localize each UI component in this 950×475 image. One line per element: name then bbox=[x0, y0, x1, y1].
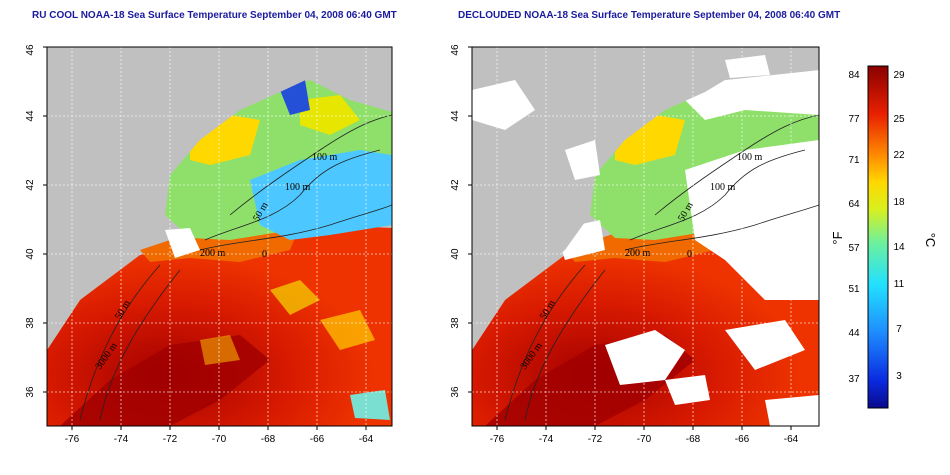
lat-axis bbox=[43, 46, 47, 393]
contour-label: 200 m bbox=[625, 248, 651, 259]
fahrenheit-tick: 44 bbox=[848, 328, 860, 339]
lon-tick: -64 bbox=[784, 434, 799, 445]
lon-tick: -70 bbox=[637, 434, 652, 445]
celsius-unit: °C bbox=[923, 233, 938, 248]
colorbar-gradient bbox=[867, 65, 889, 409]
contour-label: 100 m bbox=[285, 182, 311, 193]
lon-tick: -70 bbox=[212, 434, 227, 445]
right-sst-map[interactable]: 100 m 100 m 50 m 200 m 0 50 m 3000 m -76… bbox=[425, 0, 845, 475]
lon-axis bbox=[71, 426, 367, 430]
coastline-land bbox=[47, 47, 392, 350]
celsius-tick: 7 bbox=[896, 324, 902, 335]
fahrenheit-tick: 84 bbox=[848, 70, 860, 81]
fahrenheit-tick: 71 bbox=[848, 155, 860, 166]
lon-tick: -68 bbox=[261, 434, 276, 445]
lat-tick: 36 bbox=[450, 386, 461, 398]
lon-tick: -68 bbox=[686, 434, 701, 445]
contour-label: 100 m bbox=[737, 152, 763, 163]
celsius-tick: 3 bbox=[896, 371, 902, 382]
celsius-tick: 29 bbox=[893, 70, 905, 81]
lon-tick: -64 bbox=[359, 434, 374, 445]
celsius-tick: 11 bbox=[894, 279, 905, 290]
celsius-tick: 25 bbox=[893, 114, 905, 125]
fahrenheit-tick: 37 bbox=[848, 374, 860, 385]
fahrenheit-tick: 51 bbox=[848, 284, 860, 295]
lon-tick: -72 bbox=[588, 434, 603, 445]
lat-tick: 38 bbox=[25, 317, 36, 329]
bathymetry-contours bbox=[504, 114, 819, 421]
left-map-surface: 100 m 100 m 50 m 200 m 0 50 m 3000 m bbox=[47, 47, 392, 426]
blue-patch bbox=[280, 80, 310, 115]
coastline-land bbox=[472, 47, 819, 350]
contour-label: 0 bbox=[687, 249, 692, 260]
temperature-colorbar: 84 77 71 64 57 51 44 37 29 25 22 18 14 1… bbox=[830, 65, 938, 409]
lon-tick: -74 bbox=[114, 434, 129, 445]
lat-tick: 42 bbox=[25, 179, 36, 191]
lat-tick: 40 bbox=[25, 248, 36, 260]
lat-tick: 44 bbox=[450, 110, 461, 122]
right-map-title: DECLOUDED NOAA-18 Sea Surface Temperatur… bbox=[458, 10, 841, 21]
contour-label: 200 m bbox=[200, 248, 226, 259]
fahrenheit-tick: 77 bbox=[848, 114, 860, 125]
lat-tick: 46 bbox=[25, 44, 36, 56]
bathymetry-contours bbox=[79, 114, 392, 421]
lon-tick: -66 bbox=[735, 434, 750, 445]
lat-tick: 44 bbox=[25, 110, 36, 122]
yellow-patch-2 bbox=[300, 95, 360, 135]
right-map-surface: 100 m 100 m 50 m 200 m 0 50 m 3000 m bbox=[472, 47, 819, 426]
lat-axis bbox=[468, 46, 472, 393]
lon-tick: -74 bbox=[539, 434, 554, 445]
grid-lines bbox=[47, 47, 392, 426]
map-frame bbox=[471, 46, 820, 427]
left-sst-map[interactable]: 100 m 100 m 50 m 200 m 0 50 m 3000 m -76… bbox=[0, 0, 420, 475]
land-clouds bbox=[472, 55, 770, 180]
lat-tick: 38 bbox=[450, 317, 461, 329]
grid-lines bbox=[472, 47, 819, 426]
fahrenheit-tick: 64 bbox=[848, 199, 860, 210]
lat-tick: 40 bbox=[450, 248, 461, 260]
lon-tick: -76 bbox=[490, 434, 505, 445]
fahrenheit-tick: 57 bbox=[848, 243, 860, 254]
contour-label: 100 m bbox=[710, 182, 736, 193]
fahrenheit-unit: °F bbox=[830, 231, 845, 244]
lat-tick: 36 bbox=[25, 386, 36, 398]
lat-tick: 42 bbox=[450, 179, 461, 191]
contour-label: 0 bbox=[262, 249, 267, 260]
celsius-tick: 14 bbox=[893, 242, 905, 253]
celsius-tick: 22 bbox=[893, 150, 905, 161]
left-map-title: RU COOL NOAA-18 Sea Surface Temperature … bbox=[32, 10, 397, 21]
cloud-speckles bbox=[165, 228, 390, 420]
celsius-tick: 18 bbox=[893, 197, 905, 208]
cloud-mask bbox=[555, 70, 819, 426]
cold-water-band bbox=[250, 150, 392, 240]
lon-tick: -66 bbox=[310, 434, 325, 445]
lon-tick: -72 bbox=[163, 434, 178, 445]
lat-tick: 46 bbox=[450, 44, 461, 56]
contour-label: 100 m bbox=[312, 152, 338, 163]
lon-axis bbox=[496, 426, 792, 430]
lon-tick: -76 bbox=[65, 434, 80, 445]
